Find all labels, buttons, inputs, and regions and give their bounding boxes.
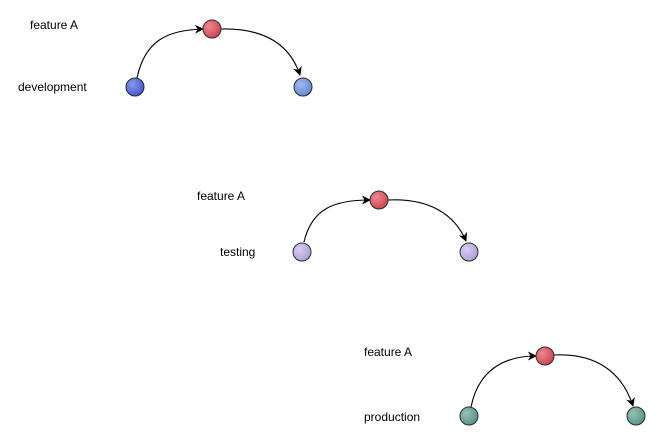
branch-start-node: [125, 77, 145, 97]
merge-arrow-to-feature: [303, 195, 371, 243]
merge-arrow-to-branch: [220, 28, 302, 76]
feature-node: [369, 190, 389, 210]
merge-arrow-to-feature: [470, 351, 537, 408]
feature-label: feature A: [364, 345, 412, 359]
branch-end-node: [626, 406, 646, 426]
feature-node: [202, 19, 222, 39]
branch-label: testing: [220, 245, 255, 259]
feature-node: [535, 346, 555, 366]
feature-label: feature A: [30, 18, 78, 32]
branch-start-node: [292, 242, 312, 262]
flow-testing: feature A testing: [197, 189, 479, 262]
branch-label: development: [18, 80, 87, 94]
merge-arrow-to-branch: [387, 199, 467, 242]
flow-production: feature A production: [364, 345, 646, 426]
branch-end-node: [459, 242, 479, 262]
merge-arrow-to-feature: [136, 24, 204, 79]
branch-label: production: [364, 410, 420, 424]
merge-arrow-to-branch: [553, 354, 635, 407]
feature-label: feature A: [197, 189, 245, 203]
branch-end-node: [293, 77, 313, 97]
branch-start-node: [459, 406, 479, 426]
flow-development: feature A development: [18, 18, 313, 97]
